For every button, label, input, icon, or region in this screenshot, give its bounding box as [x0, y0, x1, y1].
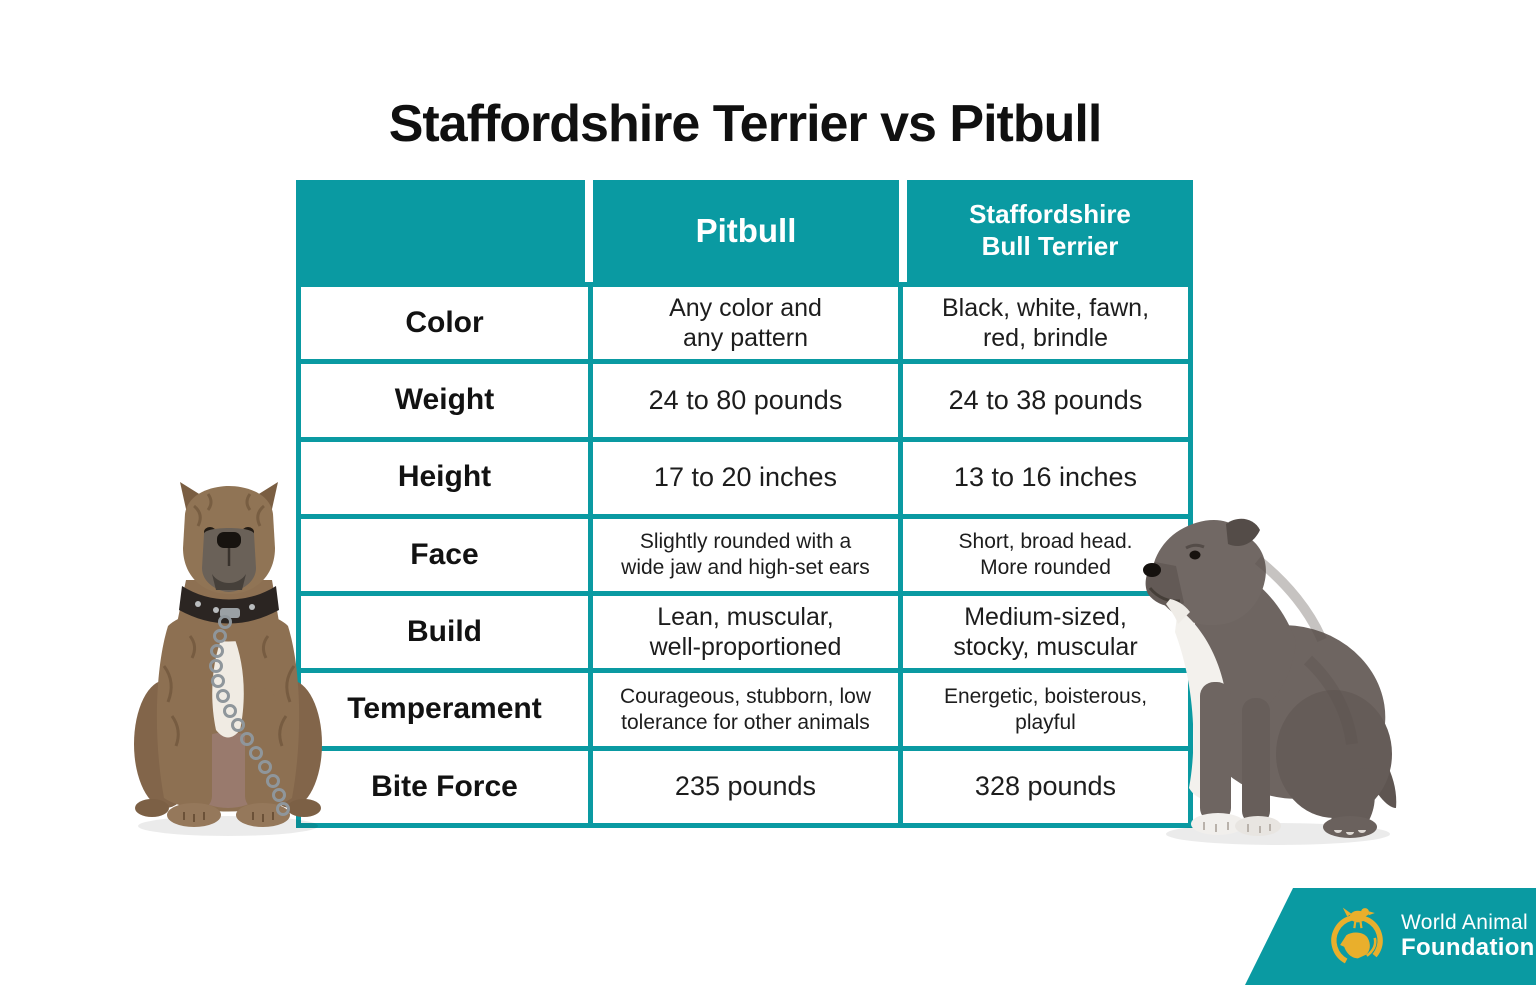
header-cell-staffordshire: Staffordshire Bull Terrier	[907, 180, 1193, 282]
cell-weight-pitbull: 24 to 80 pounds	[593, 364, 898, 437]
cell-height-pitbull: 17 to 20 inches	[593, 441, 898, 514]
cell-bite-force-pitbull: 235 pounds	[593, 750, 898, 823]
cell-face-staffordshire: Short, broad head. More rounded	[903, 518, 1188, 592]
logo-line2: Foundation	[1401, 933, 1535, 961]
world-animal-foundation-emblem-icon	[1331, 907, 1383, 966]
cell-height-staffordshire: 13 to 16 inches	[903, 441, 1188, 514]
row-label-face: Face	[301, 518, 588, 592]
pitbull-photo	[134, 482, 322, 836]
cell-bite-force-staffordshire: 328 pounds	[903, 750, 1188, 823]
table-body: Color Any color and any pattern Black, w…	[296, 282, 1193, 828]
row-label-bite-force: Bite Force	[301, 750, 588, 823]
cell-color-pitbull: Any color and any pattern	[593, 287, 898, 360]
row-label-color: Color	[301, 287, 588, 360]
cell-weight-staffordshire: 24 to 38 pounds	[903, 364, 1188, 437]
cell-build-pitbull: Lean, muscular, well-proportioned	[593, 596, 898, 669]
page-title: Staffordshire Terrier vs Pitbull	[388, 95, 1103, 153]
world-animal-foundation-logo: World Animal Foundation	[1245, 888, 1536, 985]
logo-text: World Animal Foundation	[1401, 911, 1535, 961]
cell-color-staffordshire: Black, white, fawn, red, brindle	[903, 287, 1188, 360]
cell-build-staffordshire: Medium-sized, stocky, muscular	[903, 596, 1188, 669]
row-label-weight: Weight	[301, 364, 588, 437]
row-label-height: Height	[301, 441, 588, 514]
row-label-build: Build	[301, 596, 588, 669]
cell-temperament-staffordshire: Energetic, boisterous, playful	[903, 673, 1188, 746]
header-cell-pitbull: Pitbull	[593, 180, 899, 282]
comparison-table: Pitbull Staffordshire Bull Terrier Color…	[296, 180, 1193, 828]
row-label-temperament: Temperament	[301, 673, 588, 746]
header-cell-empty	[296, 180, 585, 282]
logo-line1: World Animal	[1401, 911, 1528, 935]
staffordshire-photo	[1143, 518, 1397, 845]
cell-temperament-pitbull: Courageous, stubborn, low tolerance for …	[593, 673, 898, 746]
table-header-row: Pitbull Staffordshire Bull Terrier	[296, 180, 1193, 282]
cell-face-pitbull: Slightly rounded with a wide jaw and hig…	[593, 518, 898, 592]
